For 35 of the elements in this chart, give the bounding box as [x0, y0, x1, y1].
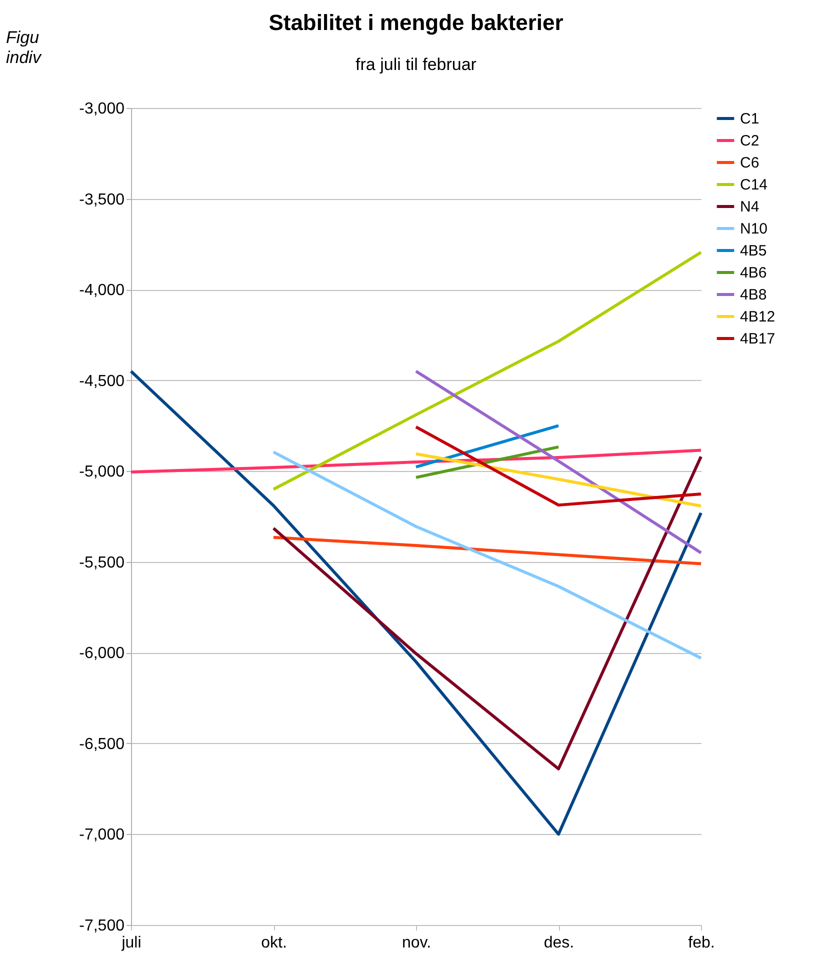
x-tick-label: feb. [688, 934, 715, 952]
legend-label: C14 [740, 176, 768, 194]
line-series [130, 370, 702, 836]
legend-label: C1 [740, 110, 760, 128]
line-series [272, 250, 702, 491]
y-tick-label: -3,000 [79, 100, 125, 118]
line-series [272, 536, 702, 566]
chart-subtitle: fra juli til februar [356, 55, 477, 74]
y-tick-label: -6,000 [79, 645, 125, 662]
y-tick-label: -4,500 [79, 372, 125, 390]
legend-label: N10 [740, 220, 768, 238]
line-series [272, 450, 702, 660]
legend-label: 4B8 [740, 286, 767, 304]
y-tick-label: -4,000 [79, 282, 125, 300]
x-tick-label: nov. [402, 934, 432, 952]
legend-label: C2 [740, 132, 760, 150]
legend-label: C6 [740, 154, 760, 172]
y-tick-label: -3,500 [79, 191, 125, 208]
x-tick-label: okt. [261, 934, 287, 952]
legend-label: 4B5 [740, 242, 767, 260]
line-series [272, 455, 702, 770]
y-tick-label: -5,500 [79, 554, 125, 572]
y-tick-label: -7,000 [79, 826, 125, 844]
legend-label: N4 [740, 198, 760, 216]
text: indiv [6, 48, 41, 68]
y-tick-label: -6,500 [79, 736, 125, 753]
legend-label: 4B12 [740, 308, 776, 326]
y-tick-label: -5,000 [79, 464, 125, 481]
x-tick-label: juli [120, 934, 142, 952]
x-tick-label: des. [544, 934, 574, 952]
legend-label: 4B6 [740, 264, 767, 282]
chart-title: Stabilitet i mengde bakterier [268, 10, 564, 35]
legend-label: 4B17 [740, 330, 776, 348]
text: Figu [6, 28, 40, 48]
y-tick-label: -7,500 [79, 918, 125, 934]
